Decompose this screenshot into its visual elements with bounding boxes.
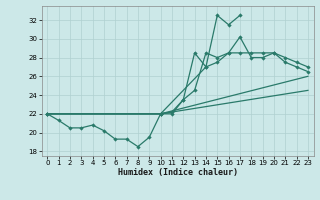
X-axis label: Humidex (Indice chaleur): Humidex (Indice chaleur) (118, 168, 237, 177)
